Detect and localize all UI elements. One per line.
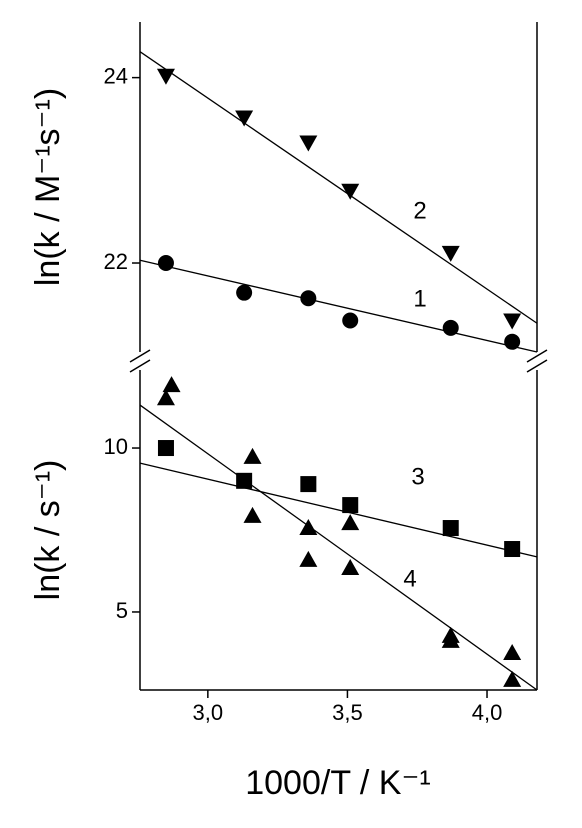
marker [342, 497, 359, 514]
marker [243, 506, 262, 523]
y-tick-label: 24 [104, 63, 128, 88]
marker [157, 440, 174, 457]
fit-line [139, 404, 538, 691]
x-tick-label: 4,0 [472, 700, 503, 725]
marker [300, 290, 317, 307]
marker [235, 110, 254, 127]
marker [441, 631, 460, 648]
marker [504, 541, 521, 558]
marker [162, 376, 181, 393]
marker [157, 255, 174, 272]
marker [503, 643, 522, 660]
series-label: 3 [411, 463, 424, 490]
marker [299, 519, 318, 536]
series-label: 4 [403, 565, 416, 592]
fit-line [139, 51, 538, 324]
marker [243, 447, 262, 464]
axis-break [526, 349, 548, 363]
series-label: 1 [413, 285, 426, 312]
fit-line [139, 462, 538, 558]
y-axis-label: ln(k / M⁻¹s⁻¹) [29, 88, 67, 286]
axis-break [129, 349, 151, 363]
marker [503, 670, 522, 687]
axis-frame [129, 22, 548, 691]
y-tick-label: 5 [116, 598, 128, 623]
marker [156, 68, 175, 85]
marker [504, 333, 521, 350]
marker [156, 389, 175, 406]
y-tick-label: 22 [104, 249, 128, 274]
marker [236, 284, 253, 301]
marker [342, 312, 359, 329]
fit-line [139, 259, 538, 353]
marker [300, 476, 317, 493]
series-label: 2 [413, 197, 426, 224]
marker [442, 520, 459, 537]
marker [299, 550, 318, 567]
marker [341, 559, 360, 576]
x-axis-label: 1000/T / K⁻¹ [245, 764, 431, 802]
y-axis-label: ln(k / s⁻¹) [29, 460, 67, 601]
y-tick-label: 10 [104, 434, 128, 459]
marker [442, 319, 459, 336]
x-tick-label: 3,5 [332, 700, 363, 725]
axis-break [129, 359, 151, 373]
x-tick-label: 3,0 [193, 700, 224, 725]
marker [441, 245, 460, 262]
marker [299, 135, 318, 152]
marker [341, 514, 360, 531]
marker [341, 183, 360, 200]
marker [503, 313, 522, 330]
axis-break [526, 359, 548, 373]
